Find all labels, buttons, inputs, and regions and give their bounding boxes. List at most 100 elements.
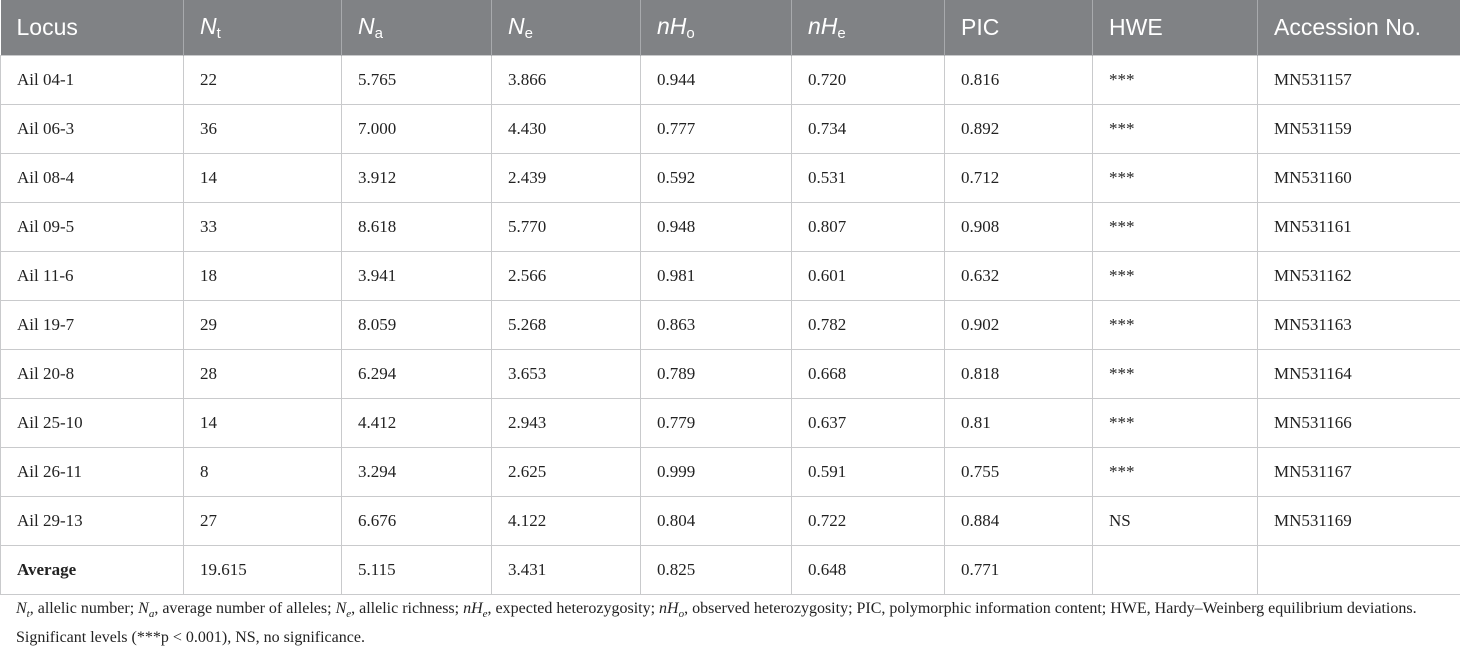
average-label: Average (1, 545, 184, 594)
table-cell: 0.722 (792, 496, 945, 545)
table-cell: MN531169 (1258, 496, 1460, 545)
table-cell: Ail 26-11 (1, 447, 184, 496)
column-header-label: N (200, 13, 217, 39)
table-cell: 0.948 (641, 202, 792, 251)
table-cell: 4.430 (492, 104, 641, 153)
table-cell: *** (1093, 251, 1258, 300)
table-cell: MN531162 (1258, 251, 1460, 300)
table-cell: 0.637 (792, 398, 945, 447)
table-cell: 0.789 (641, 349, 792, 398)
table-cell: *** (1093, 202, 1258, 251)
table-cell: 0.902 (945, 300, 1093, 349)
table-cell: Ail 09-5 (1, 202, 184, 251)
column-header-label: N (508, 13, 525, 39)
column-header-label: Accession No. (1274, 14, 1421, 40)
table-cell: Ail 19-7 (1, 300, 184, 349)
column-header: nHe (792, 0, 945, 55)
footnote-fragment: N (138, 600, 149, 617)
table-cell: 8 (184, 447, 342, 496)
column-header-label: Locus (17, 14, 78, 40)
table-cell: 6.676 (342, 496, 492, 545)
table-cell: Ail 08-4 (1, 153, 184, 202)
table-cell: *** (1093, 153, 1258, 202)
table-cell: 0.755 (945, 447, 1093, 496)
column-header: Nt (184, 0, 342, 55)
table-cell: 5.765 (342, 55, 492, 104)
table-cell: 0.884 (945, 496, 1093, 545)
table-cell: 0.712 (945, 153, 1093, 202)
footnote-fragment: , expected heterozygosity; (488, 600, 660, 617)
table-cell: 4.122 (492, 496, 641, 545)
table-cell: 7.000 (342, 104, 492, 153)
table-cell: 0.531 (792, 153, 945, 202)
footnote-fragment: , allelic number; (30, 600, 138, 617)
table-cell: 2.625 (492, 447, 641, 496)
column-header: Ne (492, 0, 641, 55)
table-cell: Ail 11-6 (1, 251, 184, 300)
table-cell: 8.618 (342, 202, 492, 251)
table-cell: 0.816 (945, 55, 1093, 104)
table-cell: 3.941 (342, 251, 492, 300)
table-cell: 0.908 (945, 202, 1093, 251)
table-cell: 8.059 (342, 300, 492, 349)
column-header: Accession No. (1258, 0, 1460, 55)
table-cell: 3.912 (342, 153, 492, 202)
table-cell: 0.863 (641, 300, 792, 349)
table-cell: 0.592 (641, 153, 792, 202)
table-cell: 0.720 (792, 55, 945, 104)
footnote-fragment: N (336, 600, 347, 617)
table-cell: *** (1093, 447, 1258, 496)
table-cell: 6.294 (342, 349, 492, 398)
column-header-label: N (358, 13, 375, 39)
column-header-subscript: e (525, 25, 533, 42)
average-cell (1258, 545, 1460, 594)
footnote-fragment: nH (659, 600, 679, 617)
column-header: HWE (1093, 0, 1258, 55)
table-cell: Ail 29-13 (1, 496, 184, 545)
column-header-label: HWE (1109, 14, 1163, 40)
table-cell: 29 (184, 300, 342, 349)
table-cell: 18 (184, 251, 342, 300)
table-cell: 0.807 (792, 202, 945, 251)
table-cell: MN531166 (1258, 398, 1460, 447)
average-cell: 0.771 (945, 545, 1093, 594)
column-header: Na (342, 0, 492, 55)
table-cell: 0.818 (945, 349, 1093, 398)
average-cell: 0.825 (641, 545, 792, 594)
table-cell: MN531163 (1258, 300, 1460, 349)
table-cell: *** (1093, 104, 1258, 153)
table-cell: 0.999 (641, 447, 792, 496)
column-header-subscript: a (375, 25, 383, 42)
average-cell: 3.431 (492, 545, 641, 594)
table-cell: 0.892 (945, 104, 1093, 153)
table-cell: 33 (184, 202, 342, 251)
footnote-fragment: , allelic richness; (351, 600, 463, 617)
table-cell: 0.779 (641, 398, 792, 447)
table-cell: MN531160 (1258, 153, 1460, 202)
table-cell: Ail 25-10 (1, 398, 184, 447)
table-cell: 28 (184, 349, 342, 398)
table-cell: 3.653 (492, 349, 641, 398)
table-cell: 0.944 (641, 55, 792, 104)
column-header: PIC (945, 0, 1093, 55)
average-cell (1093, 545, 1258, 594)
table-cell: 3.294 (342, 447, 492, 496)
table-cell: Ail 04-1 (1, 55, 184, 104)
table-cell: 2.566 (492, 251, 641, 300)
table-cell: MN531164 (1258, 349, 1460, 398)
table-cell: 0.734 (792, 104, 945, 153)
table-cell: 2.943 (492, 398, 641, 447)
table-cell: 0.601 (792, 251, 945, 300)
